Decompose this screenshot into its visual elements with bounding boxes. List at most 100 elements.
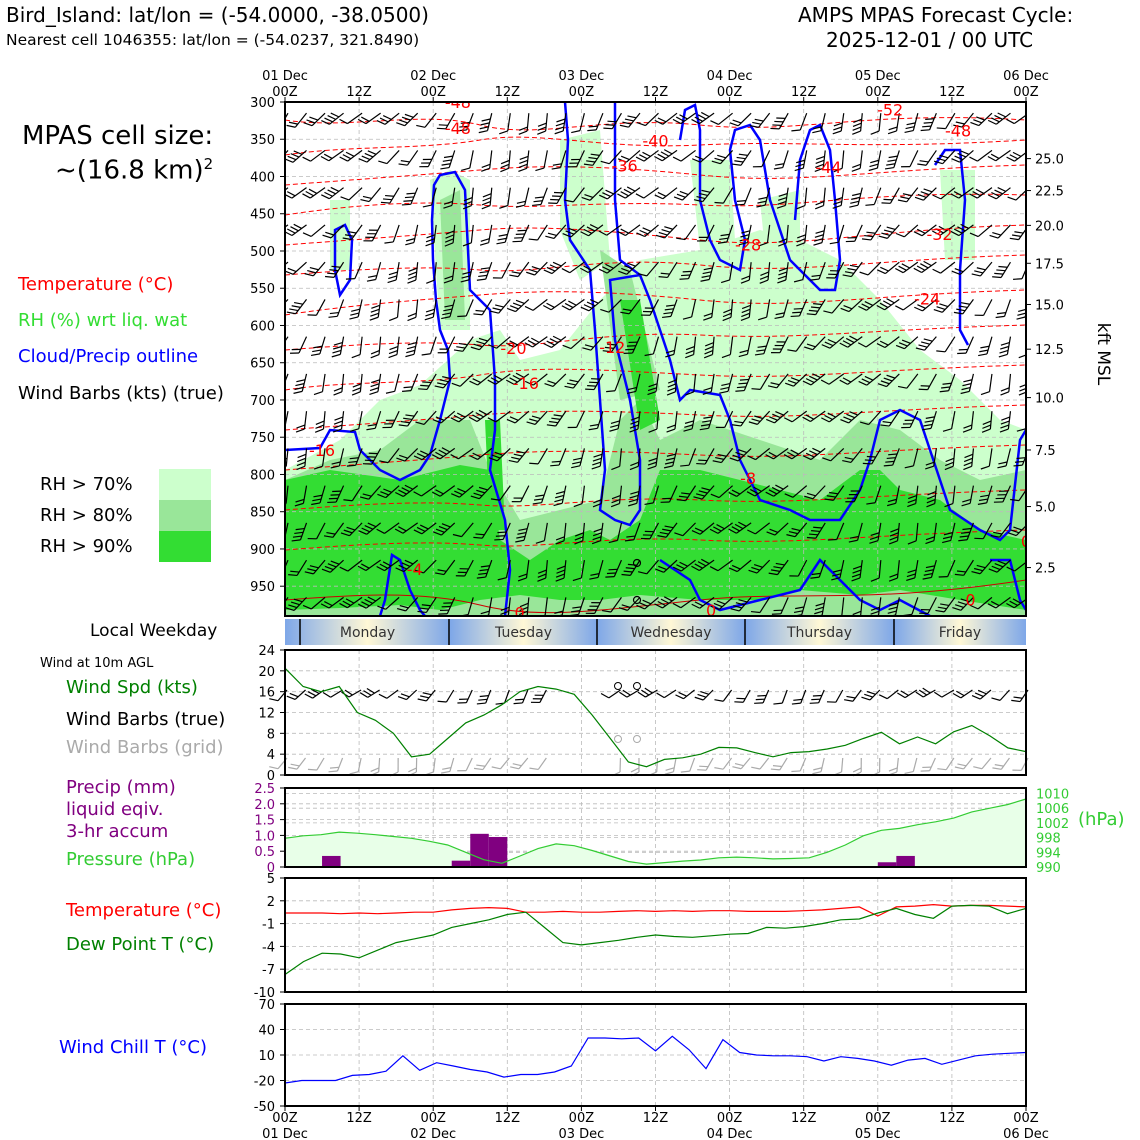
- wind-barb-grid: [408, 757, 418, 777]
- pressure-tick-label: 600: [250, 319, 275, 334]
- pressure-tick-label: 400: [250, 170, 275, 185]
- wind-barb-true: [437, 689, 455, 703]
- wind-barb: [304, 559, 326, 575]
- wind-barb: [473, 522, 493, 539]
- wind-barb: [302, 149, 326, 162]
- wind-barb: [528, 224, 548, 241]
- wind-barb: [728, 559, 752, 573]
- wind-barb: [526, 261, 548, 276]
- wind-barb: [481, 150, 493, 172]
- temperature-contour-label: -48: [445, 119, 471, 138]
- wind-barb: [450, 447, 474, 460]
- wind-barb: [327, 485, 345, 504]
- wind-barb-grid: [491, 757, 510, 770]
- hour-tick-label: 12Z: [791, 85, 817, 100]
- y-tick-label: 1002: [1036, 817, 1069, 832]
- wind-barb: [532, 485, 548, 505]
- wind-barb: [500, 150, 511, 173]
- wind-barb: [515, 187, 530, 208]
- cell-size-line2: ~(16.8 km)2: [55, 155, 213, 186]
- wind-barb: [384, 224, 400, 244]
- weekday-name: Monday: [340, 625, 395, 641]
- wind-barb: [676, 224, 697, 241]
- wind-barb: [962, 411, 975, 433]
- hour-tick-label: 00Z: [717, 1111, 743, 1126]
- wind-barb: [340, 522, 363, 537]
- wind-barb-true: [826, 689, 844, 703]
- wind-barb: [286, 299, 308, 315]
- wind-barb: [826, 261, 845, 279]
- wind-barb: [961, 485, 975, 507]
- wind-barb: [555, 560, 567, 582]
- wind-barb: [396, 112, 419, 127]
- wind-barb: [487, 410, 511, 423]
- wind-barb: [806, 522, 826, 539]
- temp-contour: [285, 136, 1026, 156]
- cloud-outlines: [285, 102, 1026, 616]
- wind-barb: [620, 299, 641, 315]
- wind-barb: [802, 447, 826, 461]
- legend-cloud: Cloud/Precip outline: [18, 346, 199, 367]
- wind-barb: [1006, 596, 1026, 609]
- wind-barb: [543, 335, 567, 349]
- hour-tick-label: 00Z: [717, 85, 743, 100]
- date-tick-label: 02 Dec: [410, 69, 456, 84]
- wind-barb: [285, 261, 307, 275]
- wind-barb: [654, 112, 678, 125]
- legend-rh90-swatch: [159, 531, 211, 562]
- wind-barb-grid: [833, 757, 844, 776]
- wind-barb: [394, 522, 419, 534]
- wind-barb: [901, 410, 919, 429]
- wind-barb: [635, 187, 659, 199]
- wind-barb: [904, 448, 919, 469]
- wind-barb: [840, 410, 863, 424]
- wind-barb: [489, 299, 511, 314]
- wind-barb: [619, 112, 641, 128]
- wind-barb: [328, 299, 345, 318]
- wind-barb: [884, 150, 900, 170]
- temp-panel-dew-label: Dew Point T (°C): [66, 934, 215, 955]
- date-tick-label: 04 Dec: [707, 1127, 753, 1140]
- wind-barb: [396, 596, 419, 612]
- wind-barb: [1007, 187, 1026, 201]
- wind-barb: [897, 187, 919, 203]
- wind-barb: [629, 411, 641, 433]
- wind-barb: [311, 485, 326, 506]
- wind-barb: [288, 559, 308, 577]
- wind-barb: [812, 113, 826, 134]
- wind-barb: [728, 521, 752, 534]
- wind-barb: [851, 150, 863, 172]
- wind-barb: [936, 336, 956, 353]
- pressure-tick-label: 650: [250, 357, 275, 372]
- wind-barb: [920, 112, 937, 132]
- wind-barb-true: [341, 689, 362, 698]
- y-tick-label: 1010: [1036, 788, 1069, 803]
- wind-barb-grid: [904, 757, 918, 775]
- wind-barb: [320, 596, 344, 609]
- wind-barb: [545, 224, 567, 240]
- wind-barb: [469, 447, 493, 461]
- wind-barb: [431, 447, 456, 460]
- wind-barb: [952, 596, 974, 611]
- legend-rh80-label: RH > 80%: [40, 505, 133, 526]
- wind-barb: [349, 299, 363, 320]
- wind-barb: [786, 522, 808, 538]
- wind-barb-true: [773, 689, 788, 705]
- wind-barb: [954, 559, 974, 576]
- wind-barb: [376, 522, 400, 534]
- pressure-tick-label: 950: [250, 580, 275, 595]
- wind-barb: [765, 484, 789, 497]
- wind-chill-line: [284, 1035, 1027, 1084]
- wind-barb: [285, 373, 289, 391]
- wind-barb-true: [952, 689, 973, 699]
- wind-barb: [304, 261, 326, 277]
- wind-barb: [562, 224, 585, 238]
- wind-barb: [331, 336, 345, 358]
- wind-barb-grid: [328, 757, 344, 773]
- wind-barb: [771, 597, 789, 615]
- wind-barb: [426, 262, 437, 284]
- wind-barb: [321, 559, 344, 573]
- wind-barb: [685, 373, 697, 396]
- wind-barb: [470, 485, 493, 500]
- y-tick-label: -20: [254, 1075, 275, 1090]
